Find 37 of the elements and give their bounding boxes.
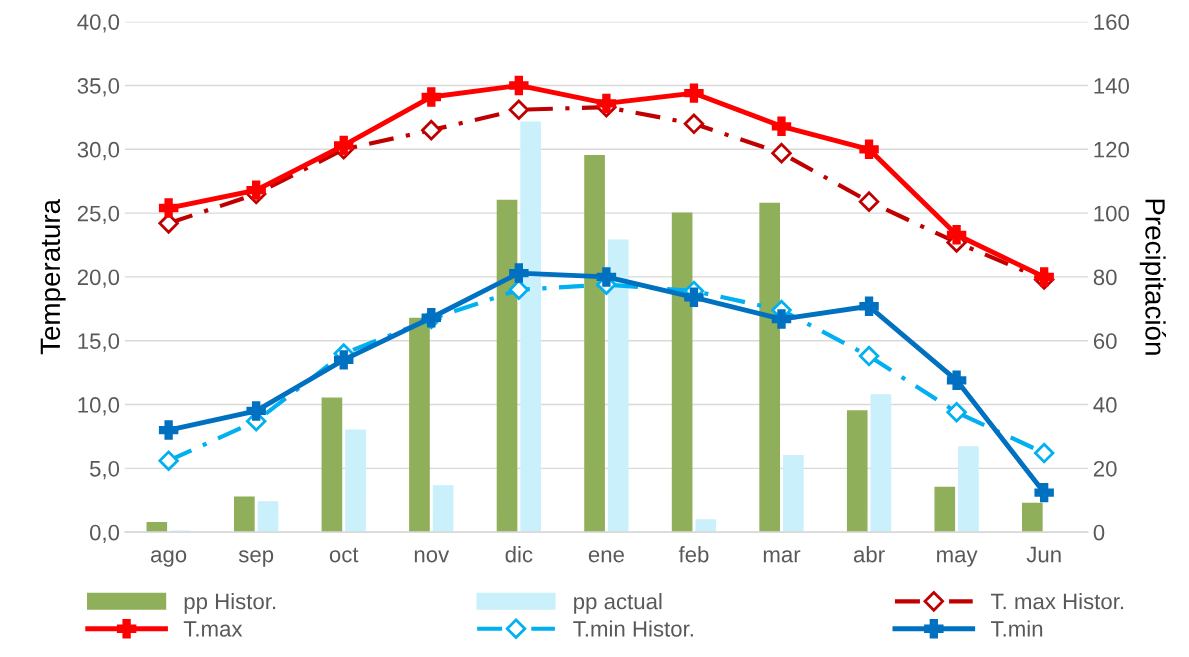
y-tick-label: 20,0 [77, 269, 120, 288]
y2-tick-label: 20 [1093, 460, 1117, 477]
x-tick-label: feb [678, 546, 709, 563]
y-tick-label: 10,0 [78, 397, 120, 416]
y-tick-label: 15,0 [78, 333, 120, 352]
y2-tick-label: 120 [1094, 141, 1129, 158]
x-tick-label: dic [505, 546, 533, 563]
y-tick-label: 30,0 [77, 141, 120, 161]
legend-label: T.min [990, 620, 1043, 637]
y2-axis-title: Precipitación [1139, 199, 1166, 355]
x-tick-label: may [937, 550, 978, 567]
x-tick-label: mar [763, 550, 801, 563]
y-tick-label: 40,0 [77, 14, 120, 33]
y-axis-title: Temperatura [40, 198, 66, 355]
y-tick-label: 0,0 [89, 524, 120, 544]
x-tick-label: oct [329, 547, 359, 563]
legend-label: pp actual [574, 593, 662, 614]
y2-tick-label: 160 [1094, 14, 1129, 30]
legend-label: pp Histor. [184, 593, 276, 614]
x-tick-label: Jun [1026, 546, 1061, 563]
x-tick-label: sep [238, 550, 274, 567]
legend-label: T.min Histor. [573, 620, 693, 637]
legend-label: T. max Histor. [990, 593, 1124, 610]
y-tick-label: 5,0 [89, 460, 120, 480]
y2-tick-label: 100 [1094, 205, 1129, 222]
y2-tick-label: 60 [1093, 333, 1117, 350]
y2-tick-label: 80 [1093, 269, 1117, 286]
y-tick-label: 25,0 [77, 205, 120, 225]
y2-tick-label: 40 [1093, 397, 1117, 413]
y2-tick-label: 140 [1094, 78, 1129, 94]
x-tick-label: ago [151, 550, 187, 567]
y-tick-label: 35,0 [77, 78, 120, 97]
legend-label: T.max [183, 621, 243, 637]
x-tick-label: abr [853, 546, 885, 563]
y2-tick-label: 0 [1093, 524, 1105, 541]
x-tick-label: nov [414, 550, 450, 563]
x-tick-label: ene [588, 550, 624, 563]
